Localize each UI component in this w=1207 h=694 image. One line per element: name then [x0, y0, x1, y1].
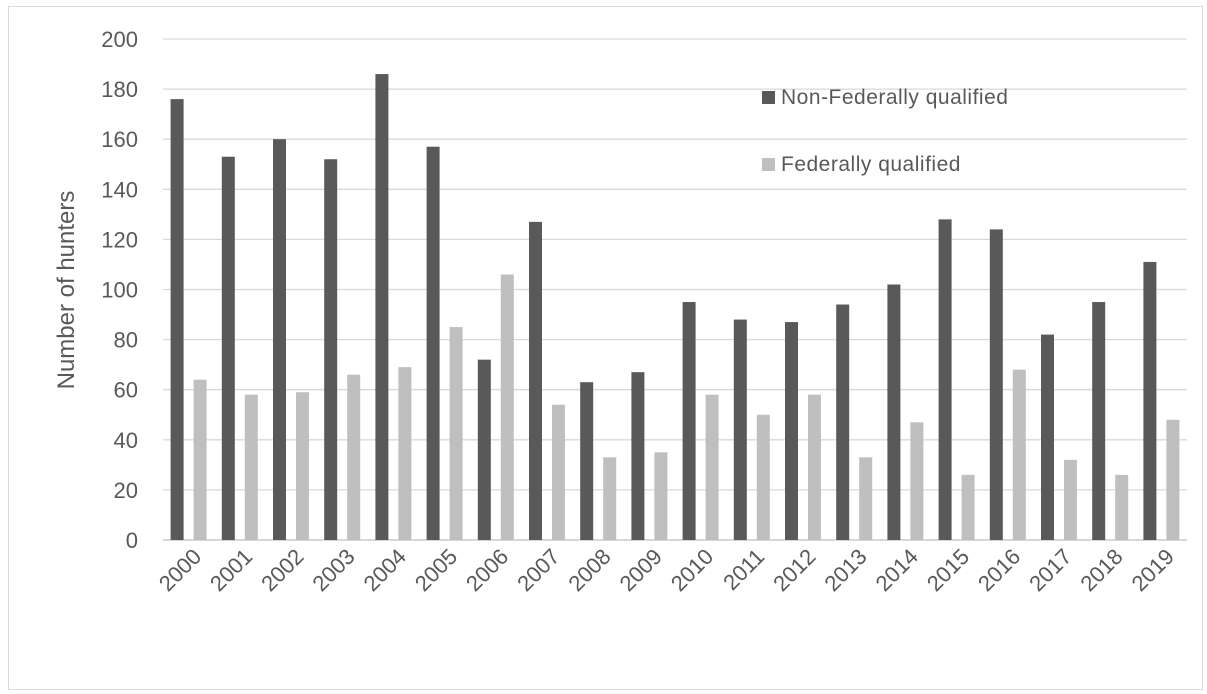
legend-label: Non-Federally qualified	[781, 86, 1008, 109]
bar-federally-qualified	[757, 415, 770, 540]
bar-non-federally-qualified	[836, 305, 849, 540]
bar-non-federally-qualified	[580, 382, 593, 540]
bar-federally-qualified	[654, 452, 667, 540]
bar-non-federally-qualified	[785, 322, 798, 540]
bar-federally-qualified	[552, 405, 565, 540]
x-tick-label: 2004	[359, 544, 411, 596]
bar-federally-qualified	[398, 367, 411, 540]
x-tick-label: 2015	[922, 544, 974, 596]
y-tick-labels: 0 20 40 60 80 100 120 140 160 180 200	[101, 27, 138, 553]
bar-non-federally-qualified	[171, 99, 184, 540]
y-tick-label: 180	[101, 77, 138, 102]
bar-non-federally-qualified	[273, 139, 286, 540]
bar-non-federally-qualified	[478, 360, 491, 540]
x-tick-label: 2008	[563, 544, 615, 596]
y-tick-label: 160	[101, 127, 138, 152]
bar-federally-qualified	[296, 392, 309, 540]
y-tick-label: 120	[101, 227, 138, 252]
bar-non-federally-qualified	[990, 229, 1003, 540]
bar-non-federally-qualified	[683, 302, 696, 540]
bar-non-federally-qualified	[631, 372, 644, 540]
legend-label: Federally qualified	[781, 153, 961, 176]
x-tick-labels: 2000200120022003200420052006200720082009…	[154, 544, 1179, 596]
bar-non-federally-qualified	[887, 284, 900, 540]
bar-non-federally-qualified	[939, 219, 952, 540]
x-tick-label: 2018	[1075, 544, 1127, 596]
bar-non-federally-qualified	[734, 320, 747, 540]
bar-federally-qualified	[706, 395, 719, 540]
x-tick-label: 2019	[1127, 544, 1179, 596]
y-tick-label: 80	[114, 328, 138, 353]
y-tick-label: 20	[114, 478, 138, 503]
bar-non-federally-qualified	[324, 159, 337, 540]
legend: Non-Federally qualified Federally qualifi…	[762, 86, 1008, 176]
x-tick-label: 2007	[512, 544, 564, 596]
gridlines	[163, 39, 1187, 540]
bar-non-federally-qualified	[1092, 302, 1105, 540]
bar-federally-qualified	[1013, 370, 1026, 540]
bar-non-federally-qualified	[1041, 335, 1054, 540]
x-tick-label: 2002	[256, 544, 308, 596]
x-tick-label: 2011	[718, 544, 769, 595]
bar-non-federally-qualified	[1143, 262, 1156, 540]
x-tick-label: 2012	[768, 544, 820, 596]
bar-federally-qualified	[347, 375, 360, 540]
legend-swatch	[762, 158, 775, 171]
y-tick-label: 60	[114, 378, 138, 403]
y-tick-label: 100	[101, 278, 138, 303]
x-tick-label: 2005	[410, 544, 462, 596]
bar-federally-qualified	[910, 422, 923, 540]
x-tick-label: 2000	[154, 544, 206, 596]
bars	[171, 74, 1180, 540]
bar-federally-qualified	[603, 457, 616, 540]
bar-federally-qualified	[450, 327, 463, 540]
legend-swatch	[762, 91, 775, 104]
x-tick-label: 2001	[205, 544, 257, 596]
y-axis-title: Number of hunters	[53, 191, 80, 390]
y-tick-label: 140	[101, 177, 138, 202]
x-tick-label: 2003	[307, 544, 359, 596]
bar-federally-qualified	[501, 274, 514, 540]
x-tick-label: 2016	[973, 544, 1025, 596]
bar-federally-qualified	[859, 457, 872, 540]
bar-federally-qualified	[194, 380, 207, 540]
bar-non-federally-qualified	[375, 74, 388, 540]
bar-federally-qualified	[245, 395, 258, 540]
x-tick-label: 2010	[666, 544, 718, 596]
bar-federally-qualified	[1166, 420, 1179, 540]
bar-non-federally-qualified	[222, 157, 235, 540]
x-tick-label: 2006	[461, 544, 513, 596]
y-tick-label: 0	[126, 528, 138, 553]
x-tick-label: 2014	[871, 544, 923, 596]
x-tick-label: 2009	[615, 544, 667, 596]
bar-federally-qualified	[808, 395, 821, 540]
y-tick-label: 40	[114, 428, 138, 453]
bar-non-federally-qualified	[529, 222, 542, 540]
bar-federally-qualified	[1115, 475, 1128, 540]
bar-non-federally-qualified	[427, 147, 440, 540]
bar-federally-qualified	[962, 475, 975, 540]
y-tick-label: 200	[101, 27, 138, 52]
x-tick-label: 2013	[819, 544, 871, 596]
bar-federally-qualified	[1064, 460, 1077, 540]
x-tick-label: 2017	[1024, 544, 1076, 596]
